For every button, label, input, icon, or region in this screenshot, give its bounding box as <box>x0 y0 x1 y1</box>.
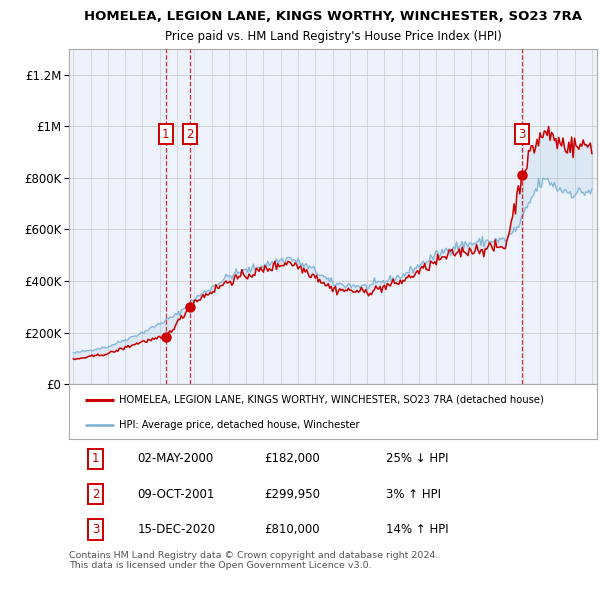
Text: 02-MAY-2000: 02-MAY-2000 <box>137 453 214 466</box>
Text: £810,000: £810,000 <box>265 523 320 536</box>
Text: 14% ↑ HPI: 14% ↑ HPI <box>386 523 448 536</box>
Text: 3: 3 <box>92 523 99 536</box>
Text: Price paid vs. HM Land Registry's House Price Index (HPI): Price paid vs. HM Land Registry's House … <box>164 30 502 43</box>
Text: 3% ↑ HPI: 3% ↑ HPI <box>386 487 441 500</box>
Bar <box>161 49 170 384</box>
Text: 1: 1 <box>162 127 169 140</box>
Text: HPI: Average price, detached house, Winchester: HPI: Average price, detached house, Winc… <box>119 420 360 430</box>
Text: 25% ↓ HPI: 25% ↓ HPI <box>386 453 448 466</box>
Text: 15-DEC-2020: 15-DEC-2020 <box>137 523 216 536</box>
Text: HOMELEA, LEGION LANE, KINGS WORTHY, WINCHESTER, SO23 7RA: HOMELEA, LEGION LANE, KINGS WORTHY, WINC… <box>84 10 582 23</box>
Text: HOMELEA, LEGION LANE, KINGS WORTHY, WINCHESTER, SO23 7RA (detached house): HOMELEA, LEGION LANE, KINGS WORTHY, WINC… <box>119 395 544 405</box>
Text: £299,950: £299,950 <box>265 487 320 500</box>
Text: Contains HM Land Registry data © Crown copyright and database right 2024.
This d: Contains HM Land Registry data © Crown c… <box>69 551 439 571</box>
Text: 2: 2 <box>187 127 194 140</box>
Bar <box>518 49 526 384</box>
Text: 2: 2 <box>92 487 99 500</box>
Text: 3: 3 <box>518 127 526 140</box>
Text: 09-OCT-2001: 09-OCT-2001 <box>137 487 215 500</box>
Bar <box>186 49 194 384</box>
Text: 1: 1 <box>92 453 99 466</box>
Text: £182,000: £182,000 <box>265 453 320 466</box>
